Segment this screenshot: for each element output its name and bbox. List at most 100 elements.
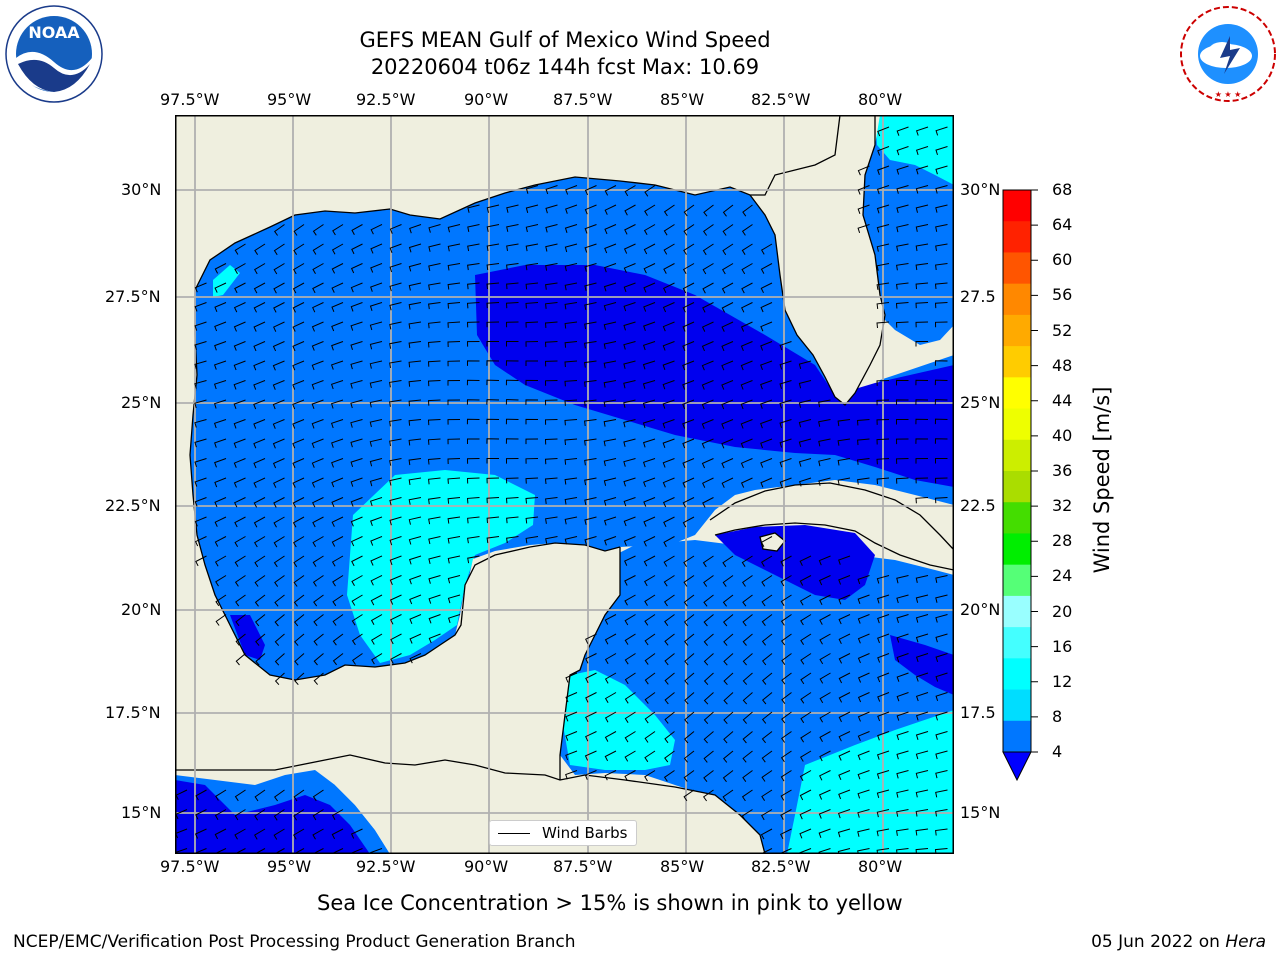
wind-barb — [603, 419, 617, 427]
wind-barb — [779, 477, 792, 488]
wind-barb — [311, 458, 324, 468]
wind-barb — [545, 204, 558, 214]
wind-barb — [544, 380, 558, 386]
wind-barb — [723, 731, 734, 744]
wind-barb — [584, 477, 597, 486]
wind-barb — [682, 360, 695, 371]
wind-barb — [293, 555, 305, 568]
wind-barb — [466, 399, 480, 405]
wind-barb — [447, 399, 461, 406]
wind-barb — [623, 243, 636, 254]
wind-barb — [662, 477, 675, 488]
wind-barb — [742, 672, 753, 685]
wind-barb — [312, 848, 324, 854]
wind-barb — [781, 711, 792, 724]
wind-barb — [214, 282, 227, 293]
wind-barb — [604, 770, 617, 781]
wind-barb — [761, 575, 773, 587]
lon-label-bottom: 87.5°W — [553, 857, 613, 876]
wind-barb — [779, 380, 792, 389]
wind-barb — [702, 555, 714, 568]
wind-barb — [722, 770, 734, 783]
wind-barb — [331, 321, 344, 332]
wind-barb — [369, 341, 383, 350]
wind-barb — [214, 302, 227, 312]
wind-barb — [604, 536, 617, 546]
wind-barb — [876, 789, 890, 799]
wind-barb — [254, 594, 266, 607]
wind-barb — [273, 282, 285, 294]
wind-barb — [467, 438, 480, 444]
wind-barb — [644, 672, 656, 685]
wind-barb — [313, 653, 324, 666]
wind-barb — [643, 516, 656, 527]
wind-barb — [838, 750, 851, 761]
colorbar-tick-label: 24 — [1052, 566, 1073, 586]
wind-barb — [486, 438, 500, 444]
wind-barb — [331, 516, 344, 527]
footer-machine: Hera — [1225, 932, 1266, 952]
wind-barb — [505, 321, 519, 328]
wind-barb — [857, 750, 870, 761]
wind-barb — [427, 419, 441, 426]
wind-barb — [623, 360, 636, 369]
colorbar-segment — [1003, 377, 1031, 410]
wind-barb — [742, 614, 753, 627]
wind-barb — [584, 341, 597, 349]
wind-barb — [818, 438, 831, 447]
wind-barb — [915, 458, 929, 464]
wind-barb — [701, 458, 714, 469]
wind-barb — [255, 633, 266, 646]
wind-barb — [603, 302, 617, 311]
wind-barb — [331, 477, 344, 488]
wind-barb — [427, 458, 441, 465]
wind-barb — [935, 731, 948, 740]
wind-barb — [564, 458, 578, 465]
wind-barb — [703, 224, 714, 236]
wind-barb — [934, 418, 948, 425]
wind-barb — [643, 282, 656, 293]
wind-barb — [428, 302, 441, 310]
wind-barb — [214, 516, 227, 527]
wind-barb — [721, 438, 734, 449]
wind-barb — [292, 419, 305, 429]
wind-barb — [624, 750, 636, 762]
wind-barb — [663, 204, 675, 217]
wind-barb — [663, 263, 675, 274]
wind-barb — [624, 555, 636, 566]
wind-barb — [643, 497, 656, 507]
wind-barb — [741, 282, 753, 294]
colorbar-segment — [1003, 408, 1031, 441]
chart-title-line2: 20220604 t06z 144h fcst Max: 10.69 — [370, 55, 760, 79]
lon-label-bottom: 85°W — [660, 857, 705, 876]
wind-barb — [292, 282, 305, 294]
map-panel — [175, 115, 954, 854]
wind-barb — [800, 692, 812, 704]
wind-barb — [233, 419, 246, 429]
wind-barb — [584, 360, 597, 368]
wind-barb — [644, 204, 656, 216]
wind-barb — [682, 282, 695, 294]
wind-barb — [703, 692, 714, 705]
wind-barb — [486, 477, 500, 484]
wind-barb — [896, 146, 909, 156]
wind-barb — [545, 282, 558, 290]
wind-barb — [896, 809, 909, 817]
wind-barb — [761, 555, 773, 567]
lat-label-right: 30°N — [960, 180, 1001, 199]
wind-barb — [584, 302, 597, 310]
wind-barb — [623, 516, 636, 527]
wind-barb — [331, 497, 344, 508]
lat-label-right: 22.5 — [960, 496, 996, 515]
wind-barb — [331, 809, 344, 821]
wind-barb — [525, 282, 539, 290]
noaa-logo-text: NOAA — [28, 23, 80, 42]
wind-barb — [506, 341, 519, 347]
colorbar-tick-label: 60 — [1052, 250, 1073, 270]
wind-barb — [564, 399, 578, 406]
wind-barb — [292, 438, 305, 449]
wind-barb — [505, 302, 519, 309]
wind-barb — [896, 711, 909, 721]
wind-barb — [584, 536, 597, 545]
wind-barb — [604, 243, 617, 254]
